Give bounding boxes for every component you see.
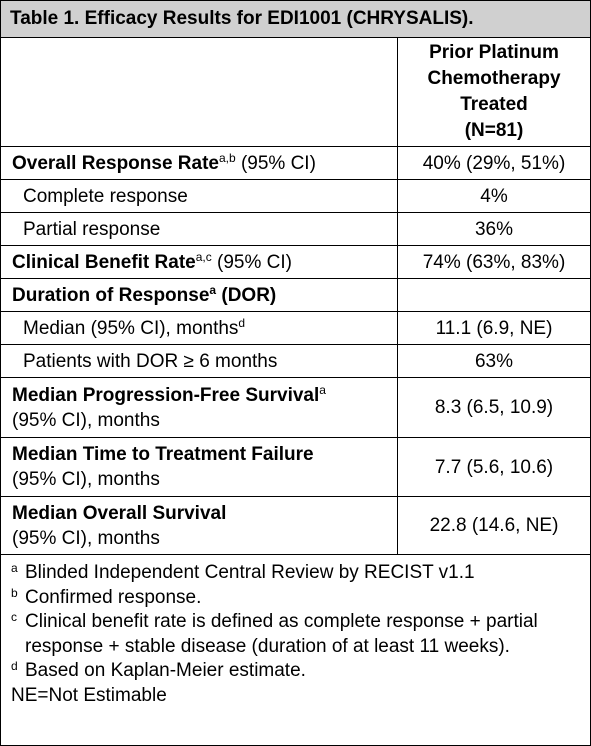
footnote-mark: d: [11, 659, 18, 673]
table-footnotes: a Blinded Independent Central Review by …: [1, 554, 590, 708]
row-value-cell: 40% (29%, 51%): [397, 147, 590, 179]
table-row: Median (95% CI), monthsd 11.1 (6.9, NE): [1, 311, 590, 344]
column-header-line: Treated: [460, 94, 528, 115]
footnote: b Confirmed response.: [11, 586, 580, 611]
row-label: Median Progression-Free Survival: [12, 384, 320, 406]
row-value: 63%: [474, 350, 514, 372]
row-value-cell: 7.7 (5.6, 10.6): [397, 438, 590, 496]
footnote-mark: a: [11, 561, 18, 575]
row-value-cell: 4%: [397, 180, 590, 212]
row-value: 8.3 (6.5, 10.9): [434, 397, 554, 418]
row-footnote-mark: a,b: [218, 150, 236, 165]
row-label-line2: (95% CI), months: [12, 527, 160, 549]
footnote-mark: b: [11, 585, 18, 600]
row-footnote-mark: a: [319, 382, 326, 397]
abbreviation-note: NE=Not Estimable: [11, 684, 167, 706]
row-label-cell: Patients with DOR ≥ 6 months: [1, 345, 397, 377]
row-label: Partial response: [23, 218, 161, 240]
row-label: Median (95% CI), months: [23, 317, 239, 339]
row-label: Median Overall Survival: [12, 502, 227, 524]
column-header: Prior Platinum Chemotherapy Treated (N=8…: [427, 40, 560, 144]
row-label: Complete response: [23, 185, 188, 207]
footnote-text: Confirmed response.: [25, 586, 202, 608]
row-label-line2: (95% CI), months: [12, 409, 160, 431]
row-label-suffix: (95% CI): [235, 152, 316, 174]
row-value: 11.1 (6.9, NE): [435, 317, 553, 339]
row-value-cell: [397, 279, 590, 311]
row-label: Overall Response Rate: [12, 152, 219, 174]
row-value: 36%: [474, 218, 514, 240]
table-row: Partial response 36%: [1, 212, 590, 245]
row-value-cell: 63%: [397, 345, 590, 377]
column-header-row: Prior Platinum Chemotherapy Treated (N=8…: [1, 38, 590, 146]
row-value-cell: 11.1 (6.9, NE): [397, 312, 590, 344]
row-label: Median Time to Treatment Failure: [12, 444, 314, 465]
row-label-cell: Median Overall Survival (95% CI), months: [1, 497, 397, 554]
row-label: Clinical Benefit Rate: [12, 251, 196, 273]
row-label-cell: Clinical Benefit Ratea,c (95% CI): [1, 246, 397, 278]
row-label-line2: (95% CI), months: [12, 469, 160, 490]
row-footnote-mark: a,c: [195, 249, 212, 264]
column-header-line: (N=81): [464, 120, 524, 141]
table-row: Complete response 4%: [1, 179, 590, 212]
row-footnote-mark: d: [238, 315, 246, 330]
row-label-cell: Median Time to Treatment Failure (95% CI…: [1, 438, 397, 496]
footnote: c Clinical benefit rate is defined as co…: [11, 610, 580, 659]
footnote: d Based on Kaplan-Meier estimate.: [11, 659, 580, 684]
table-row: Clinical Benefit Ratea,c (95% CI) 74% (6…: [1, 245, 590, 278]
row-value: 74% (63%, 83%): [422, 251, 566, 273]
column-header-line: Chemotherapy: [427, 68, 561, 89]
row-value-cell: 8.3 (6.5, 10.9): [397, 378, 590, 437]
row-value: 22.8 (14.6, NE): [429, 515, 559, 536]
table-row: Overall Response Ratea,b (95% CI) 40% (2…: [1, 146, 590, 179]
row-label-cell: Median (95% CI), monthsd: [1, 312, 397, 344]
footnote-text: Clinical benefit rate is defined as comp…: [25, 611, 538, 657]
column-header-line: Prior Platinum: [429, 42, 559, 63]
table-row: Duration of Responsea (DOR): [1, 278, 590, 311]
column-header-cell: Prior Platinum Chemotherapy Treated (N=8…: [397, 38, 590, 146]
footnote-mark: c: [11, 610, 17, 624]
row-value-cell: 22.8 (14.6, NE): [397, 497, 590, 554]
table-row: Median Progression-Free Survivala (95% C…: [1, 377, 590, 437]
footnote: a Blinded Independent Central Review by …: [11, 561, 580, 586]
row-value: 40% (29%, 51%): [422, 152, 566, 174]
row-label: Patients with DOR ≥ 6 months: [23, 350, 278, 372]
row-label: Duration of Response: [12, 284, 210, 306]
table-row: Median Time to Treatment Failure (95% CI…: [1, 437, 590, 496]
table-title: Table 1. Efficacy Results for EDI1001 (C…: [1, 1, 590, 38]
row-label-cell: Duration of Responsea (DOR): [1, 279, 397, 311]
row-label-cell: Complete response: [1, 180, 397, 212]
header-empty-cell: [1, 38, 397, 146]
row-value-cell: 74% (63%, 83%): [397, 246, 590, 278]
row-label-cell: Partial response: [1, 213, 397, 245]
row-label-suffix: (DOR): [216, 284, 277, 306]
row-footnote-mark: a: [209, 282, 217, 297]
row-value: 4%: [480, 185, 508, 207]
table-row: Patients with DOR ≥ 6 months 63%: [1, 344, 590, 377]
row-value-cell: 36%: [397, 213, 590, 245]
footnote-text: Blinded Independent Central Review by RE…: [25, 562, 475, 583]
row-label-cell: Overall Response Ratea,b (95% CI): [1, 147, 397, 179]
table-row: Median Overall Survival (95% CI), months…: [1, 496, 590, 554]
row-label-cell: Median Progression-Free Survivala (95% C…: [1, 378, 397, 437]
row-label-suffix: (95% CI): [211, 251, 292, 273]
row-value: 7.7 (5.6, 10.6): [434, 456, 554, 478]
footnote-text: Based on Kaplan-Meier estimate.: [25, 660, 306, 681]
